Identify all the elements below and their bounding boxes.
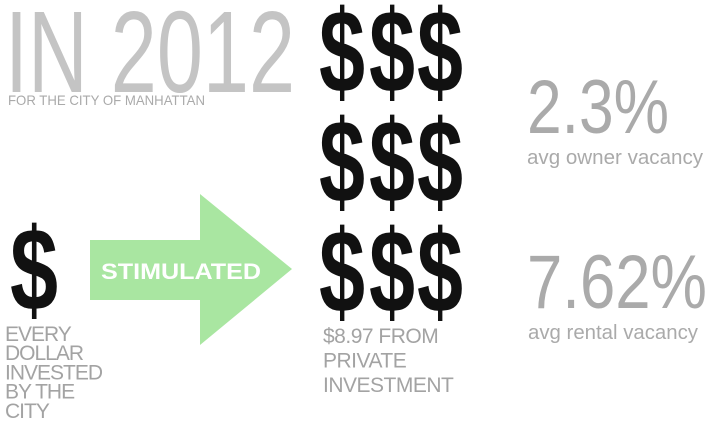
dollar: $ <box>417 96 463 228</box>
caption-line: INVESTMENT <box>323 374 454 397</box>
dollar: $ <box>417 0 463 118</box>
stat-value: 2.3% <box>527 65 669 150</box>
dollar: $ <box>369 96 415 228</box>
stat-label: avg owner vacancy <box>527 147 703 169</box>
dollar: $ <box>319 0 365 118</box>
caption-line: PRIVATE <box>323 350 407 373</box>
caption-line: DOLLAR <box>5 342 84 365</box>
subheadline: FOR THE CITY OF MANHATTAN <box>8 92 205 108</box>
dollar-grid: $$$$$$$$$ <box>319 0 463 338</box>
dollar: $ <box>369 206 415 338</box>
stat-value: 7.62% <box>527 240 707 325</box>
dollar: $ <box>319 206 365 338</box>
caption-line: BY THE <box>5 381 75 404</box>
headline: IN 2012 <box>5 0 295 117</box>
arrow-label: STIMULATED <box>101 259 261 284</box>
dollar: $ <box>319 96 365 228</box>
arrow <box>90 194 292 345</box>
dollar: $ <box>417 206 463 338</box>
caption-line: EVERY <box>5 323 72 346</box>
caption-line: INVESTED <box>5 361 103 384</box>
caption-line: $8.97 FROM <box>323 325 438 348</box>
dollar: $ <box>369 0 415 118</box>
city-dollar: $ <box>10 204 58 336</box>
caption-line: CITY <box>5 400 50 423</box>
stat-label: avg rental vacancy <box>528 322 698 344</box>
